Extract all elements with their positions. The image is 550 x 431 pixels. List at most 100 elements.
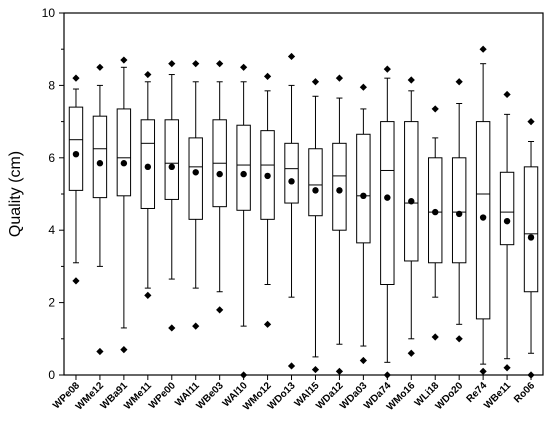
box-WLi18	[428, 105, 443, 341]
box-WDo20	[451, 78, 467, 343]
mean-point	[432, 208, 439, 216]
box-iqr	[236, 124, 251, 211]
box-iqr	[188, 137, 203, 220]
min-point	[72, 277, 80, 285]
mean-point	[455, 210, 463, 218]
box-Ro06	[523, 118, 539, 379]
mean-point	[384, 194, 391, 201]
x-tick-label: Ro06	[512, 380, 537, 405]
box-iqr	[523, 166, 539, 293]
y-tick-label: 10	[42, 6, 56, 20]
mean-point	[288, 178, 295, 185]
box-WDo13	[284, 52, 299, 370]
max-point	[359, 83, 367, 91]
min-point	[287, 362, 296, 370]
max-point	[383, 65, 391, 73]
box-iqr	[499, 171, 515, 246]
y-tick-label: 6	[48, 151, 55, 165]
min-point	[479, 367, 487, 375]
y-tick-label: 4	[48, 223, 55, 237]
box-WMe11	[140, 70, 156, 299]
mean-point	[336, 187, 343, 194]
box-WAl15	[308, 78, 323, 374]
mean-point	[264, 172, 271, 180]
max-point	[455, 78, 463, 86]
y-tick-label: 2	[48, 296, 55, 310]
mean-point	[527, 234, 535, 241]
box-iqr	[308, 148, 323, 217]
max-point	[503, 90, 511, 99]
box-iqr	[356, 133, 371, 244]
box-WBe03	[212, 60, 227, 314]
min-point	[407, 349, 415, 357]
x-tick-label: WBe03	[194, 380, 226, 412]
max-point	[120, 56, 128, 64]
min-point	[96, 347, 104, 356]
mean-point	[479, 214, 487, 221]
min-point	[335, 367, 344, 375]
mean-point	[216, 170, 223, 178]
mean-point	[96, 160, 104, 167]
y-tick-label: 8	[48, 78, 55, 92]
mean-point	[408, 198, 415, 205]
box-Re74	[475, 45, 491, 375]
min-point	[431, 333, 439, 341]
box-WDa74	[380, 65, 395, 379]
min-point	[168, 324, 176, 332]
box-iqr	[164, 119, 179, 200]
box-iqr	[451, 157, 467, 264]
box-WAl10	[236, 63, 251, 379]
min-point	[192, 322, 200, 330]
box-WMo16	[404, 76, 419, 357]
box-iqr	[404, 121, 419, 262]
max-point	[144, 70, 152, 79]
box-WDa03	[356, 83, 371, 365]
mean-point	[192, 169, 199, 176]
min-point	[216, 306, 224, 314]
max-point	[311, 78, 320, 86]
box-series	[68, 45, 539, 379]
box-WPe08	[68, 74, 84, 285]
max-point	[527, 118, 535, 126]
y-tick-label: 0	[48, 368, 55, 382]
box-WDa12	[332, 74, 347, 375]
max-point	[431, 105, 439, 113]
max-point	[240, 63, 248, 71]
max-point	[96, 63, 104, 71]
x-tick-label: WPe00	[147, 380, 178, 411]
mean-point	[120, 160, 128, 167]
y-axis-ticks: 0 2 4 6 8 10	[42, 6, 64, 382]
box-iqr	[284, 142, 299, 204]
x-tick-label: WDo20	[434, 380, 466, 412]
mean-point	[240, 170, 247, 178]
max-point	[335, 74, 344, 82]
box-iqr	[380, 121, 395, 285]
mean-point	[168, 163, 175, 171]
min-point	[359, 356, 367, 365]
max-point	[72, 74, 80, 82]
box-iqr	[332, 142, 347, 231]
max-point	[479, 45, 487, 53]
min-point	[120, 346, 128, 354]
max-point	[287, 52, 296, 61]
min-point	[311, 365, 320, 374]
mean-point	[144, 163, 152, 171]
plot-frame	[63, 12, 544, 376]
max-point	[263, 72, 272, 80]
box-WMe12	[92, 63, 108, 356]
box-WPe00	[164, 60, 179, 332]
max-point	[216, 60, 224, 68]
min-point	[144, 291, 152, 299]
x-axis-labels: WPe08WMe12WBa91WMe11WPe00WAl11WBe03WAl10…	[51, 375, 537, 413]
max-point	[407, 76, 415, 84]
min-point	[503, 364, 511, 372]
mean-point	[503, 217, 511, 225]
min-point	[263, 320, 272, 328]
box-iqr	[92, 115, 108, 199]
max-point	[192, 60, 200, 68]
box-WAl11	[188, 60, 203, 330]
mean-point	[72, 150, 80, 158]
box-WBe11	[499, 90, 515, 372]
mean-point	[312, 187, 319, 194]
